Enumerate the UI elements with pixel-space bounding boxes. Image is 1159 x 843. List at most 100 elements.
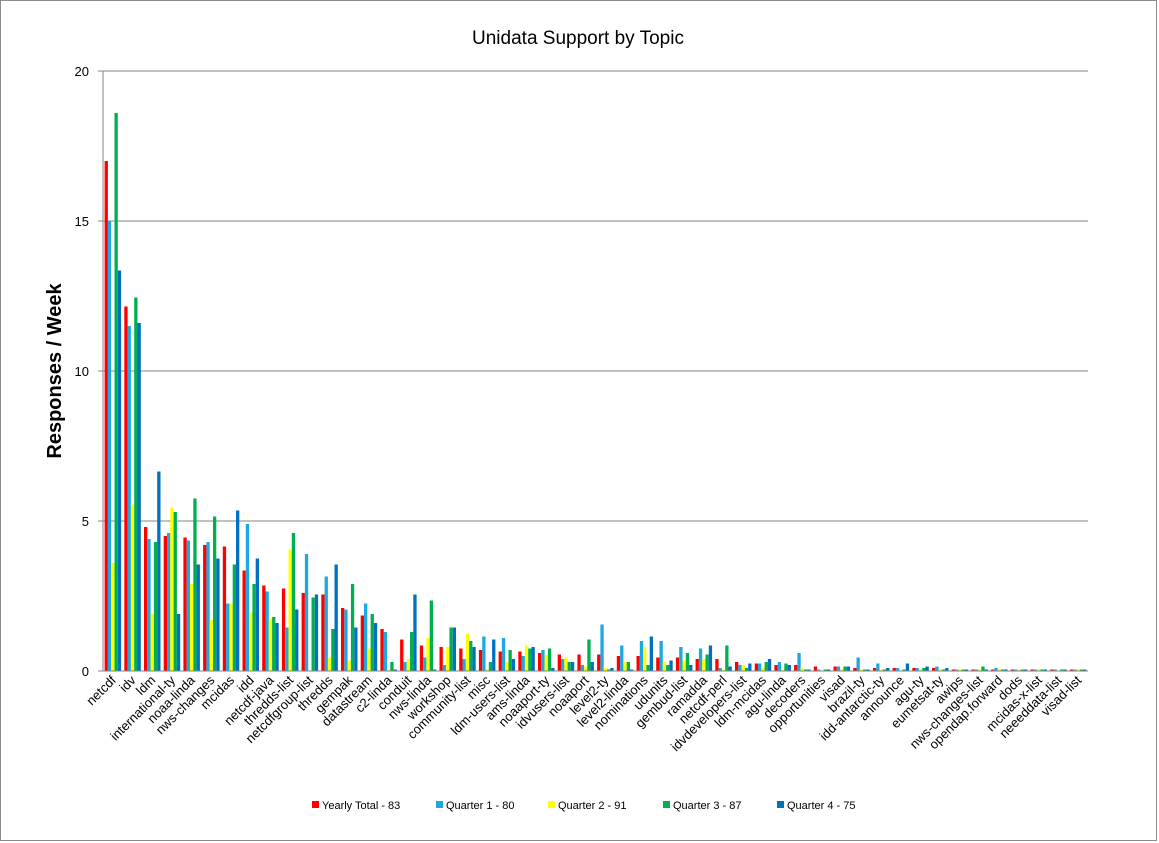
bar <box>735 662 739 671</box>
bar <box>216 558 220 671</box>
bar <box>137 323 141 671</box>
bar <box>639 641 644 671</box>
bar <box>741 665 745 671</box>
bar <box>886 668 890 671</box>
bar <box>1043 669 1047 671</box>
bar <box>390 662 394 671</box>
bar <box>446 647 450 671</box>
bar <box>938 669 942 671</box>
bar <box>616 656 621 671</box>
bar <box>173 512 177 671</box>
bar <box>196 564 200 671</box>
bar <box>623 662 627 671</box>
bar <box>974 669 978 671</box>
bar <box>590 662 594 671</box>
bar <box>662 662 667 671</box>
bar <box>1017 669 1021 671</box>
bar <box>291 533 296 671</box>
bar <box>577 654 581 671</box>
bar <box>203 545 207 671</box>
bar <box>859 669 864 671</box>
bar <box>213 516 217 671</box>
bar <box>551 668 555 671</box>
axes-layer <box>102 71 1088 672</box>
bar <box>222 546 227 671</box>
bar <box>429 600 433 671</box>
bar <box>738 665 742 671</box>
bar <box>245 524 250 671</box>
bar <box>718 668 722 671</box>
bar <box>767 659 772 671</box>
bar <box>252 584 256 671</box>
bar <box>666 665 670 671</box>
bar <box>370 614 374 671</box>
bar <box>564 657 568 671</box>
bar <box>124 306 128 671</box>
bar <box>439 647 443 671</box>
bar <box>350 584 355 671</box>
bar <box>892 668 896 671</box>
bar <box>360 615 364 671</box>
bar <box>695 659 699 671</box>
bar <box>127 326 131 671</box>
legend-label: Quarter 2 - 91 <box>558 800 626 812</box>
bar <box>472 647 476 671</box>
legend-swatch <box>548 801 555 808</box>
bar <box>964 669 969 671</box>
bar <box>449 627 453 671</box>
bar <box>725 645 729 671</box>
bars-layer <box>104 113 1087 671</box>
bar <box>1020 669 1024 671</box>
y-axis-label: Responses / Week <box>44 282 66 458</box>
bar <box>419 645 424 671</box>
bar <box>748 663 752 671</box>
legend-label: Quarter 3 - 87 <box>673 800 741 812</box>
bar <box>255 558 259 671</box>
bar <box>682 660 686 671</box>
bar <box>285 627 289 671</box>
bar <box>488 662 493 671</box>
bar <box>836 666 841 671</box>
bar <box>981 666 985 671</box>
y-tick-label: 0 <box>82 664 89 679</box>
bar <box>817 669 821 671</box>
bar <box>232 564 236 671</box>
bar <box>997 669 1001 671</box>
bar <box>607 669 611 671</box>
bar <box>304 554 309 671</box>
bar <box>698 648 703 671</box>
bar <box>856 657 860 671</box>
bar <box>1001 669 1005 671</box>
bar <box>840 669 844 671</box>
legend-label: Yearly Total - 83 <box>322 800 400 812</box>
bar <box>958 669 962 671</box>
bar <box>518 651 522 671</box>
bar <box>1063 669 1067 671</box>
bar <box>511 659 516 671</box>
bar <box>367 648 371 671</box>
bar <box>380 629 384 671</box>
bar <box>1050 669 1054 671</box>
bar <box>104 161 108 671</box>
bar <box>262 585 266 671</box>
bar <box>505 662 509 671</box>
bar <box>538 653 542 671</box>
bar <box>876 663 880 671</box>
bar <box>784 663 788 671</box>
bar <box>961 669 965 671</box>
bar <box>268 618 273 671</box>
y-tick-labels: 0 5 10 15 20 <box>75 64 89 679</box>
bar <box>705 654 709 671</box>
bar <box>327 657 332 671</box>
bar <box>797 653 801 671</box>
bar <box>107 221 112 671</box>
bar <box>656 657 660 671</box>
bar <box>459 648 463 671</box>
bar <box>344 609 348 671</box>
bar <box>626 662 630 671</box>
y-tick-label: 15 <box>75 214 89 229</box>
bar <box>702 659 706 671</box>
bar <box>147 539 151 671</box>
bar <box>866 669 870 671</box>
bar <box>754 663 758 671</box>
